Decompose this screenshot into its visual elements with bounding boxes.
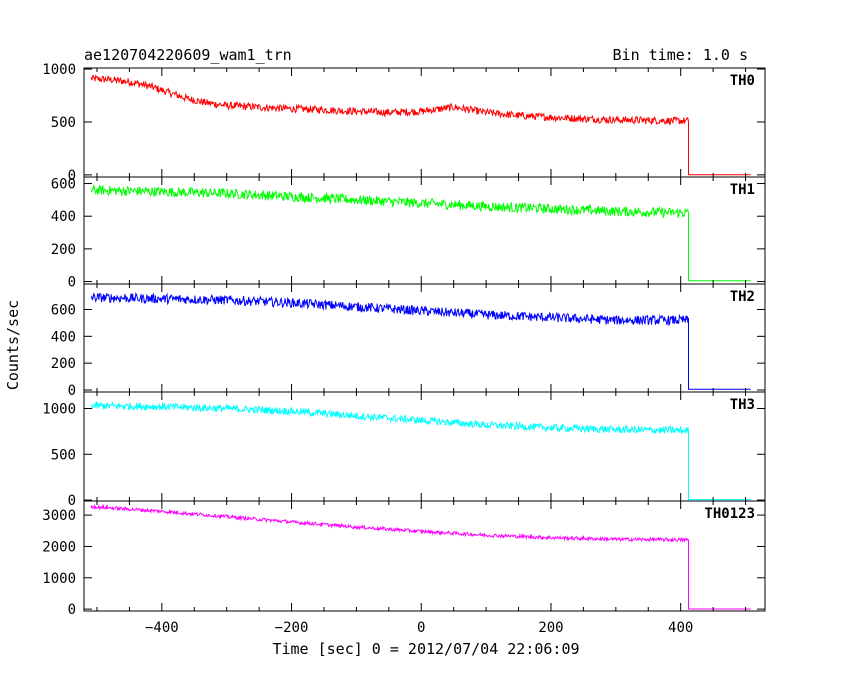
panel-th1: 0 200 400 600 TH1 [51, 176, 766, 291]
panel-th0123: 0 1000 2000 3000 TH0123 [42, 500, 766, 618]
y-axis-label: Counts/sec [4, 300, 22, 390]
series-label: TH1 [730, 182, 755, 198]
y-tick-label: 400 [51, 329, 76, 345]
x-tick-label: −200 [275, 620, 309, 636]
panel-frame [83, 500, 766, 612]
y-tick-label: 600 [51, 177, 76, 193]
x-tick-label: −400 [145, 620, 179, 636]
y-tick-label: 200 [51, 356, 76, 372]
y-tick-label: 500 [51, 447, 76, 463]
y-tick-label: 500 [51, 115, 76, 131]
series-line-th3 [90, 400, 751, 501]
y-tick-label: 0 [68, 602, 76, 618]
series-label: TH2 [730, 289, 755, 305]
y-tick-label: 400 [51, 209, 76, 225]
x-axis-label: Time [sec] 0 = 2012/07/04 22:06:09 [272, 640, 579, 658]
series-line-th2 [90, 292, 751, 390]
panel-frame [83, 67, 766, 178]
series-line-th0123 [90, 503, 751, 610]
series-line-th0 [90, 74, 751, 176]
y-tick-label: 1000 [42, 401, 76, 417]
panels-group: 0 500 1000 TH0 0 200 400 600 TH1 0 200 400 600 TH2 0 50… [42, 62, 766, 636]
bin-time-label: Bin time: 1.0 s [613, 46, 748, 64]
panel-th2: 0 200 400 600 TH2 [51, 283, 766, 399]
series-label: TH3 [730, 397, 755, 413]
y-tick-label: 0 [68, 493, 76, 509]
panel-th0: 0 500 1000 TH0 [42, 62, 766, 184]
series-label: TH0123 [704, 506, 755, 522]
y-tick-label: 1000 [42, 571, 76, 587]
series-line-th1 [90, 183, 751, 282]
y-tick-label: 200 [51, 242, 76, 258]
x-tick-label: 0 [417, 620, 425, 636]
chart-title: ae120704220609_wam1_trn [84, 46, 292, 64]
panel-th3: 0 500 1000 TH3 [42, 391, 766, 509]
y-tick-label: 2000 [42, 539, 76, 555]
x-tick-label: 400 [668, 620, 693, 636]
panel-frame [83, 391, 766, 502]
y-tick-label: 3000 [42, 508, 76, 524]
series-label: TH0 [730, 73, 755, 89]
y-tick-label: 600 [51, 302, 76, 318]
y-tick-label: 1000 [42, 62, 76, 78]
y-tick-label: 0 [68, 168, 76, 184]
x-tick-label: 200 [538, 620, 563, 636]
y-tick-label: 0 [68, 275, 76, 291]
y-tick-label: 0 [68, 383, 76, 399]
